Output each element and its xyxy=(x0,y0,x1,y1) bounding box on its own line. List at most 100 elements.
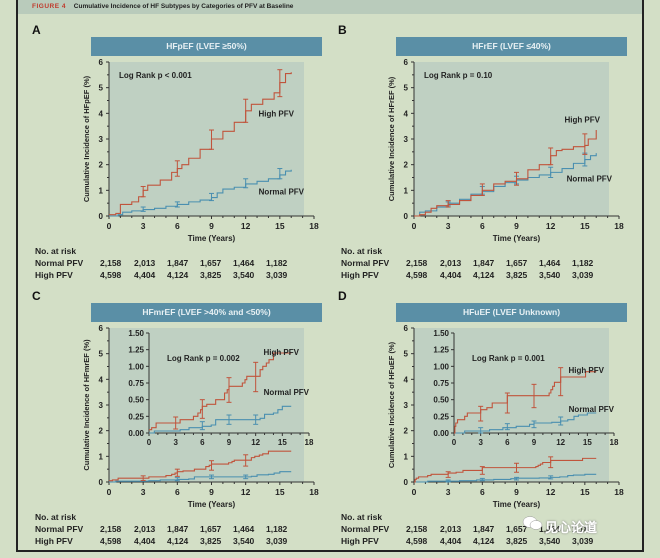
log-rank-annotation: Log Rank p = 0.001 xyxy=(472,354,545,363)
normal-pfv-line xyxy=(414,473,597,483)
x-axis-label: Time (Years) xyxy=(493,234,541,243)
inset-y-tick-label: 0.25 xyxy=(128,412,144,421)
risk-value: 4,598 xyxy=(406,270,428,280)
risk-value: 3,825 xyxy=(200,270,222,280)
x-tick-label: 18 xyxy=(309,487,319,497)
figure-header: FIGURE 4 Cumulative Incidence of HF Subt… xyxy=(18,0,642,14)
wechat-icon xyxy=(522,516,543,530)
y-axis-label: Cumulative Incidence of HFmrEF (%) xyxy=(82,339,91,471)
inset-x-tick-label: 9 xyxy=(227,438,232,447)
y-tick-label: 3 xyxy=(99,401,104,410)
panel-letter-d: D xyxy=(338,289,347,303)
x-tick-label: 0 xyxy=(107,487,112,497)
y-tick-label: 1 xyxy=(404,186,409,195)
y-tick-label: 0 xyxy=(404,212,409,221)
risk-value: 3,039 xyxy=(266,270,288,280)
risk-table-d: No. at risk Normal PFV 2,158 2,013 1,847 1,65… xyxy=(341,511,621,547)
risk-row-label: Normal PFV xyxy=(35,524,84,534)
y-tick-label: 2 xyxy=(404,161,409,170)
x-tick-label: 6 xyxy=(175,487,180,497)
risk-value: 2,158 xyxy=(406,258,428,268)
inset-y-tick-label: 1.00 xyxy=(128,362,144,371)
y-tick-label: 6 xyxy=(404,324,409,333)
risk-value: 1,657 xyxy=(506,258,528,268)
page-margin-left xyxy=(0,0,16,558)
risk-value: 4,124 xyxy=(473,270,495,280)
log-rank-annotation: Log Rank p = 0.10 xyxy=(424,71,493,80)
risk-value: 4,124 xyxy=(167,270,189,280)
risk-value: 2,013 xyxy=(440,524,462,534)
risk-value: 2,013 xyxy=(134,524,156,534)
y-tick-label: 6 xyxy=(99,324,104,333)
risk-value: 3,540 xyxy=(233,536,255,546)
risk-table-a: No. at risk Normal PFV 2,158 2,013 1,847 1,65… xyxy=(35,245,315,281)
x-tick-label: 18 xyxy=(614,487,624,497)
x-tick-label: 12 xyxy=(546,221,556,231)
x-tick-label: 0 xyxy=(107,221,112,231)
plot-background xyxy=(109,62,304,216)
x-tick-label: 3 xyxy=(446,221,451,231)
inset-y-tick-label: 1.25 xyxy=(128,346,144,355)
risk-table-heading: No. at risk xyxy=(341,246,383,256)
risk-table-c: No. at risk Normal PFV 2,158 2,013 1,847 1,65… xyxy=(35,511,315,547)
y-tick-label: 1 xyxy=(99,452,104,461)
inset-x-tick-label: 3 xyxy=(173,438,178,447)
watermark-text: 见心论道 xyxy=(545,520,598,535)
risk-value: 1,464 xyxy=(233,524,255,534)
risk-table-row: Normal PFV 2,158 2,013 1,847 1,657 1,464 1,182 xyxy=(341,257,621,269)
inset-x-tick-label: 12 xyxy=(556,438,565,447)
risk-table-heading: No. at risk xyxy=(35,246,77,256)
y-tick-label: 4 xyxy=(404,109,409,118)
inset-x-tick-label: 18 xyxy=(305,438,314,447)
inset-x-tick-label: 15 xyxy=(583,438,592,447)
y-tick-label: 5 xyxy=(404,84,409,93)
y-tick-label: 2 xyxy=(404,427,409,436)
inset-high-pfv-line xyxy=(454,371,597,434)
risk-value: 4,598 xyxy=(100,270,122,280)
risk-value: 4,404 xyxy=(134,270,156,280)
risk-value: 2,158 xyxy=(100,524,122,534)
high-pfv-label: High PFV xyxy=(258,109,294,118)
y-tick-label: 5 xyxy=(99,84,104,93)
risk-value: 1,182 xyxy=(266,258,288,268)
risk-table-heading: No. at risk xyxy=(35,512,77,522)
panel-c-title: HFmrEF (LVEF >40% and <50%) xyxy=(91,303,322,322)
x-tick-label: 9 xyxy=(514,487,519,497)
x-tick-label: 15 xyxy=(275,221,285,231)
x-tick-label: 9 xyxy=(209,221,214,231)
inset-normal-pfv-line xyxy=(149,405,292,434)
high-pfv-line xyxy=(414,457,597,483)
normal-pfv-label: Normal PFV xyxy=(264,388,310,397)
y-tick-label: 1 xyxy=(404,452,409,461)
inset-y-tick-label: 0.25 xyxy=(433,412,449,421)
risk-table-row: Normal PFV 2,158 2,013 1,847 1,657 1,464 1,182 xyxy=(35,257,315,269)
inset-x-tick-label: 12 xyxy=(251,438,260,447)
x-tick-label: 0 xyxy=(412,487,417,497)
x-tick-label: 15 xyxy=(275,487,285,497)
inset-y-tick-label: 1.50 xyxy=(128,329,144,338)
risk-table-row: High PFV 4,598 4,404 4,124 3,825 3,540 3,039 xyxy=(35,535,315,547)
risk-value: 4,124 xyxy=(473,536,495,546)
y-tick-label: 5 xyxy=(404,350,409,359)
x-tick-label: 12 xyxy=(241,487,251,497)
high-pfv-line xyxy=(109,72,292,216)
y-tick-label: 6 xyxy=(99,58,104,67)
risk-value: 4,598 xyxy=(100,536,122,546)
log-rank-annotation: Log Rank p = 0.002 xyxy=(167,354,240,363)
risk-value: 4,404 xyxy=(440,270,462,280)
risk-value: 1,182 xyxy=(266,524,288,534)
figure-border-right xyxy=(642,0,644,552)
inset-x-tick-label: 6 xyxy=(505,438,510,447)
x-tick-label: 18 xyxy=(614,221,624,231)
inset-y-tick-label: 1.25 xyxy=(433,346,449,355)
risk-value: 4,598 xyxy=(406,536,428,546)
figure-border-left xyxy=(16,0,18,552)
risk-row-label: High PFV xyxy=(35,536,73,546)
log-rank-annotation: Log Rank p < 0.001 xyxy=(119,71,192,80)
risk-table-b: No. at risk Normal PFV 2,158 2,013 1,847 1,65… xyxy=(341,245,621,281)
x-tick-label: 6 xyxy=(480,487,485,497)
inset-y-tick-label: 1.00 xyxy=(433,362,449,371)
y-tick-label: 3 xyxy=(404,135,409,144)
